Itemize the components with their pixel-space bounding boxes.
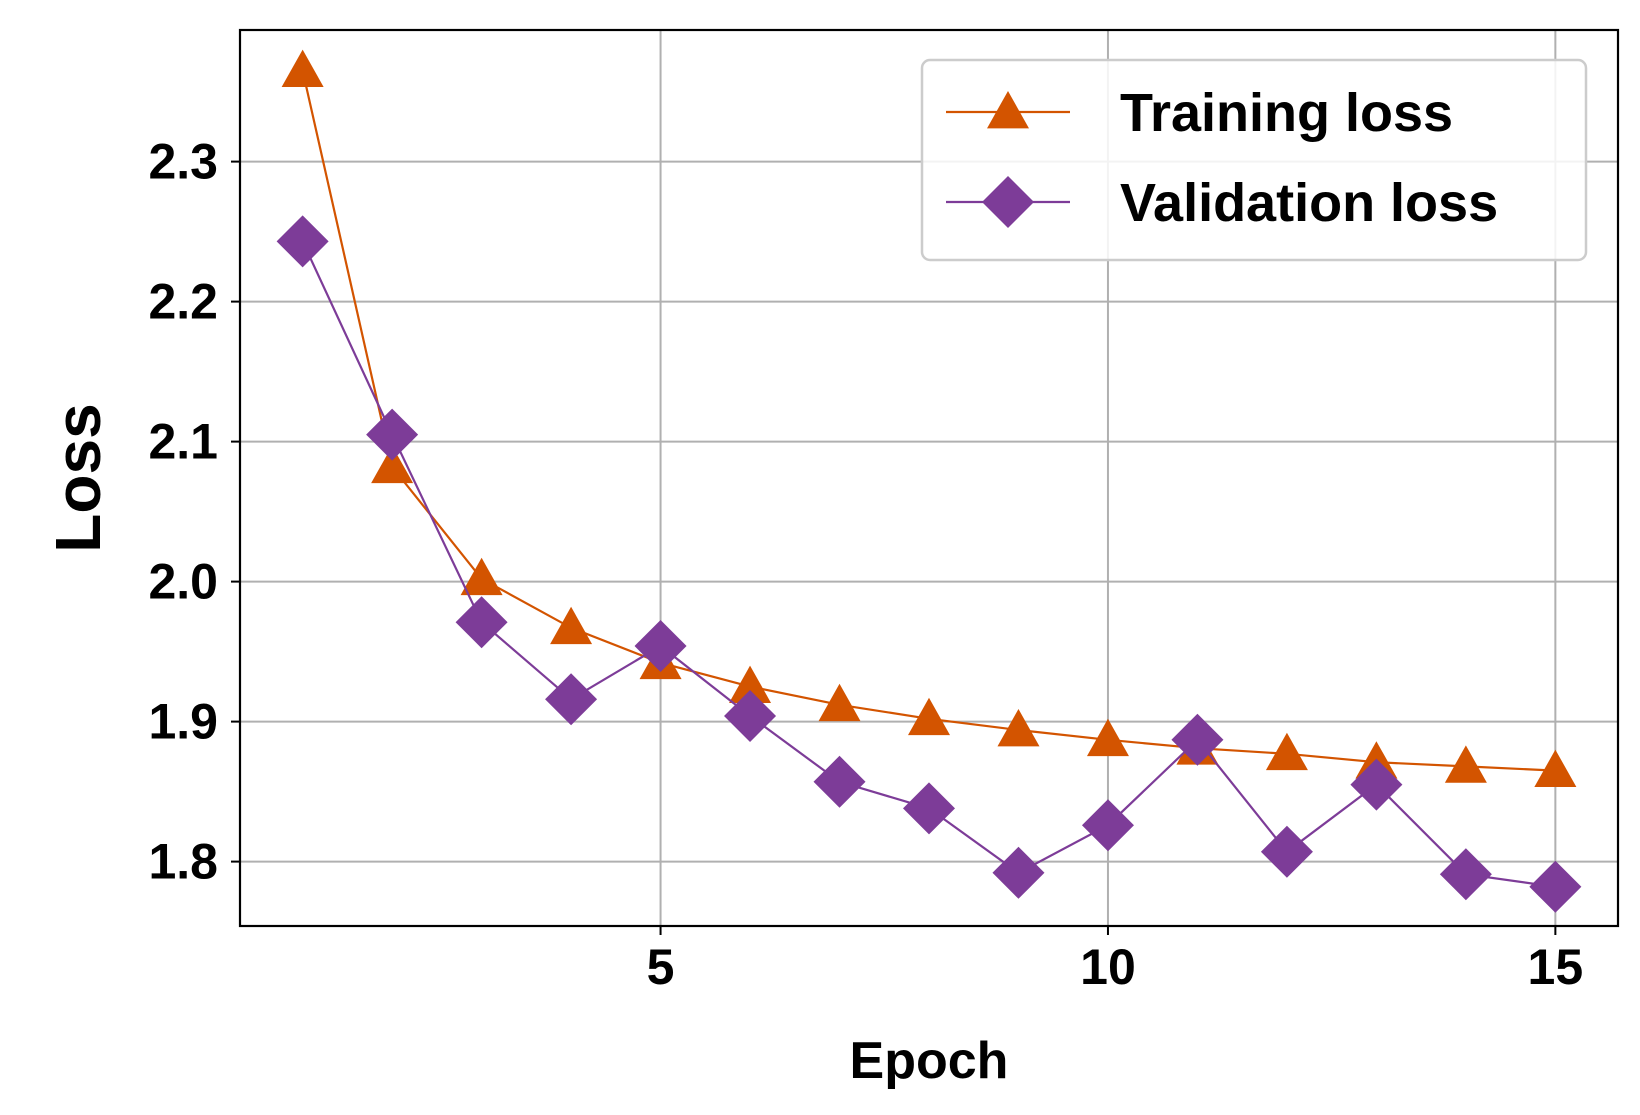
data-point [366,408,419,461]
y-tick-label: 2.2 [148,274,218,330]
x-tick-label: 5 [647,939,675,995]
data-point [634,620,687,672]
x-tick-label: 10 [1080,939,1136,995]
x-tick-label: 15 [1528,939,1584,995]
data-point [1081,799,1134,852]
data-point [455,596,508,649]
data-point [903,782,955,835]
legend-marker [982,176,1034,228]
data-point [1260,825,1313,878]
data-point [813,755,866,808]
legend-marker [987,91,1029,129]
data-point [1086,718,1129,757]
data-point [1350,758,1403,811]
y-tick-label: 1.9 [148,694,218,750]
plot-frame [238,28,1620,928]
data-point [1529,860,1582,913]
data-point [371,445,414,484]
ticks: 5 10 15 1.8 1.9 2.0 2.1 2.2 2.3 [148,134,1583,995]
y-tick-label: 2.1 [148,414,218,470]
data-point [545,673,598,726]
y-tick-label: 2.0 [148,554,218,610]
data-point [550,606,593,645]
series-layer [276,49,1582,913]
data-point [281,49,324,87]
data-point [460,557,503,596]
legend-box [920,58,1588,262]
series-diamond [276,215,1582,913]
data-point [908,697,950,736]
y-axis-label: Loss [42,403,114,552]
data-point [1265,732,1308,771]
data-point [276,215,329,268]
legend: Training loss Validation loss [920,58,1588,262]
data-point [997,709,1040,747]
data-point [1171,713,1224,766]
data-point [1534,749,1577,787]
legend-label: Training loss [1120,83,1453,143]
data-point [992,846,1045,899]
x-axis-label: Epoch [850,1032,1009,1090]
data-point [724,690,777,742]
data-point [1444,745,1487,783]
data-point [729,665,772,703]
data-point [818,683,861,722]
legend-entry: Training loss [946,83,1453,143]
legend-entry: Validation loss [946,173,1498,233]
legend-label: Validation loss [1120,173,1498,233]
y-tick-label: 2.3 [148,134,218,190]
data-point [1439,848,1492,901]
y-tick-label: 1.8 [148,834,218,890]
